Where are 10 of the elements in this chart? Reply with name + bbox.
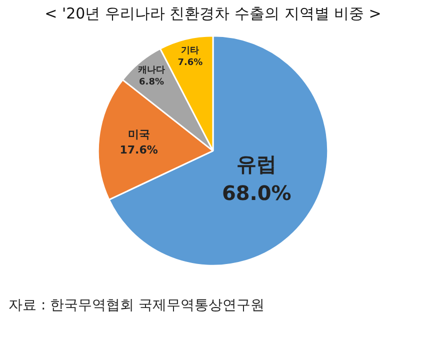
data-label: 68.0% [222, 180, 292, 205]
slice-label: 미국 [128, 128, 150, 142]
chart-title: < '20년 우리나라 친환경차 수출의 지역별 비중 > [44, 4, 382, 22]
data-label: 6.8% [139, 78, 164, 88]
slice-label: 캐나다 [136, 66, 165, 76]
text: 자료 : 한국무역협회 국제무역통상연구원 [8, 298, 265, 314]
data-label: 17.6% [120, 144, 158, 157]
slice-label: 유럽 [236, 152, 277, 176]
data-label: 7.6% [178, 58, 203, 68]
slice-label: 기타 [181, 46, 200, 56]
